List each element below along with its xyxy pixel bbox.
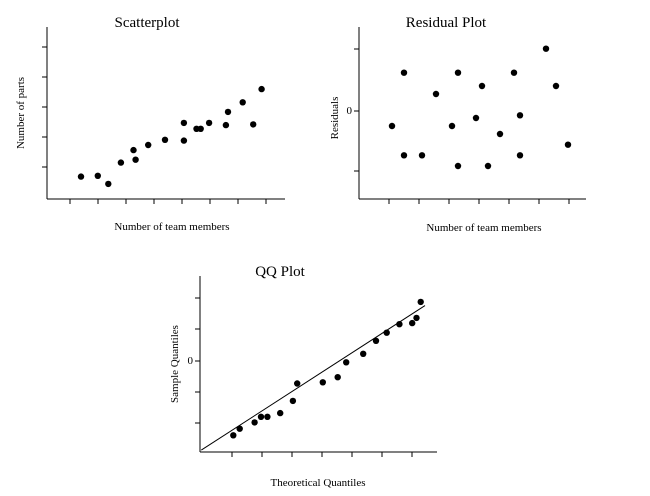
sc-point-7 (161, 136, 169, 143)
sc-point-15 (239, 99, 246, 106)
residual-plot-y-tick-label: 0 (347, 105, 353, 117)
qq-plot-x-label: Theoretical Quantiles (271, 477, 366, 489)
scatterplot-x-label: Number of team members (114, 221, 229, 233)
sc-point-1 (94, 172, 102, 179)
sc-point-9 (180, 137, 188, 144)
qq-point-3 (257, 413, 265, 420)
rs-point-11 (496, 130, 504, 138)
qq-point-17 (417, 298, 424, 306)
qq-point-14 (396, 321, 403, 328)
sc-point-4 (130, 146, 137, 154)
qq-point-13 (383, 329, 390, 336)
rs-point-5 (448, 122, 456, 130)
rs-point-0 (388, 122, 396, 130)
sc-point-13 (222, 121, 230, 129)
residual-plot-title: Residual Plot (406, 15, 487, 31)
qq-plot-y-tick-label: 0 (188, 355, 194, 367)
qq-point-11 (360, 350, 367, 357)
qq-point-1 (236, 425, 243, 432)
rs-point-16 (552, 82, 560, 90)
sc-point-17 (258, 85, 265, 93)
scatterplot-points (77, 85, 265, 188)
qq-point-5 (277, 409, 284, 417)
sc-point-16 (250, 121, 257, 128)
qq-point-0 (230, 432, 237, 439)
sc-point-8 (180, 119, 188, 127)
rs-point-1 (400, 69, 408, 76)
rs-point-4 (432, 90, 440, 98)
scatterplot-title: Scatterplot (115, 15, 181, 31)
sc-point-12 (205, 119, 213, 127)
rs-point-8 (472, 114, 480, 122)
scatterplot-y-label: Number of parts (15, 77, 27, 149)
rs-point-15 (542, 45, 550, 52)
rs-point-17 (564, 141, 572, 148)
sc-point-0 (77, 173, 85, 180)
sc-point-5 (132, 156, 139, 163)
residual-plot-x-label: Number of team members (426, 222, 541, 234)
qq-plot-ticks (195, 297, 413, 457)
sc-point-3 (117, 159, 125, 166)
qq-plot-y-label: Sample Quantiles (169, 325, 181, 403)
scatterplot-ticks (42, 46, 267, 204)
qq-point-16 (413, 314, 420, 322)
rs-point-12 (510, 69, 518, 76)
qq-point-12 (372, 337, 380, 344)
residual-plot-ticks (354, 48, 570, 204)
sc-point-11 (197, 125, 204, 132)
rs-point-10 (484, 162, 492, 170)
residual-plot-points (388, 45, 572, 170)
scatterplot-panel: Scatterplot Number of team members Numbe… (15, 15, 285, 233)
residual-plot-y-label: Residuals (329, 97, 341, 140)
rs-point-14 (516, 152, 524, 159)
rs-point-3 (418, 152, 426, 159)
qq-point-10 (343, 359, 350, 366)
qq-point-2 (251, 419, 258, 426)
qq-plot-panel: QQ Plot 0 Theoretical Quantiles Sample Q… (169, 264, 437, 489)
qq-reference-line (201, 305, 426, 451)
qq-point-6 (289, 397, 297, 405)
rs-point-2 (400, 152, 408, 159)
qq-point-9 (334, 374, 341, 381)
rs-point-13 (516, 112, 524, 119)
qq-plot-title: QQ Plot (255, 264, 305, 280)
qq-plot-points (230, 298, 424, 439)
qq-point-4 (264, 413, 271, 420)
sc-point-2 (105, 180, 112, 188)
sc-point-14 (224, 108, 232, 116)
sc-point-6 (145, 141, 152, 149)
qq-point-15 (409, 319, 416, 327)
qq-point-8 (319, 379, 326, 386)
rs-point-6 (454, 69, 462, 76)
qq-point-7 (294, 380, 301, 387)
rs-point-7 (454, 162, 462, 170)
residual-plot-panel: Residual Plot 0 Number of team members R… (329, 15, 586, 234)
rs-point-9 (478, 82, 486, 90)
